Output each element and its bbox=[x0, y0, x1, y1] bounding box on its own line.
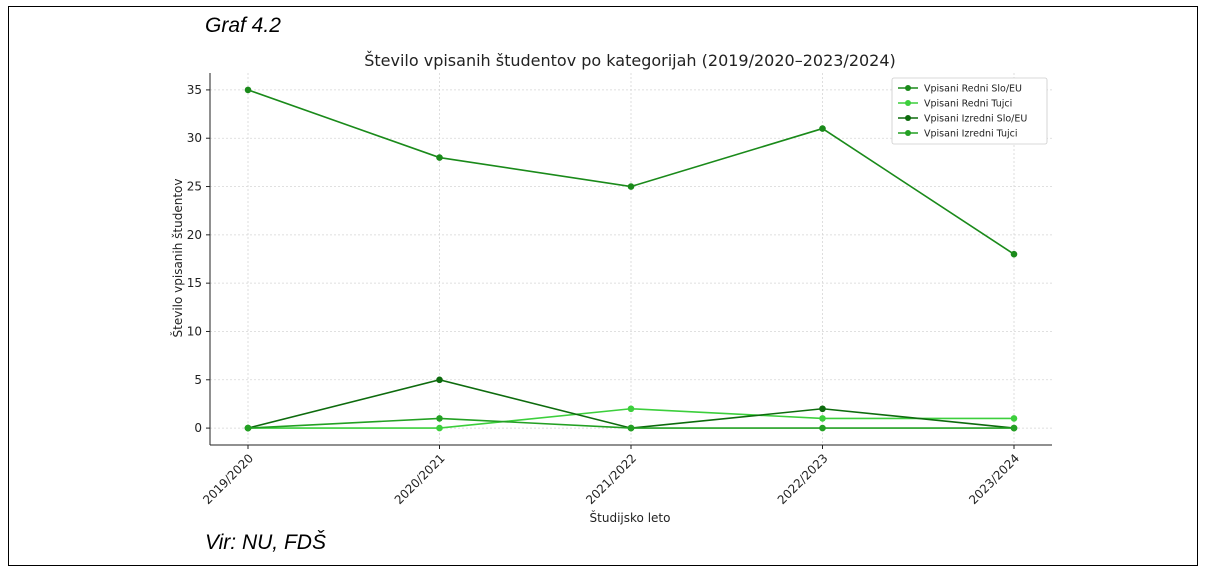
data-point bbox=[627, 424, 635, 432]
x-tick-label: 2022/2023 bbox=[775, 451, 831, 507]
data-point bbox=[244, 86, 252, 94]
y-axis-label: Število vpisanih študentov bbox=[170, 179, 185, 338]
legend-marker bbox=[905, 130, 911, 136]
y-ticks: 0 5 10 15 20 25 30 35 bbox=[187, 83, 210, 435]
data-point bbox=[1010, 250, 1018, 258]
x-axis-label: Študijsko leto bbox=[590, 510, 671, 525]
data-point bbox=[436, 424, 443, 432]
x-tick-label: 2020/2021 bbox=[392, 451, 448, 507]
figure-caption: Graf 4.2 bbox=[205, 14, 281, 37]
data-point bbox=[436, 376, 443, 384]
data-point bbox=[819, 415, 826, 422]
data-point bbox=[244, 424, 252, 432]
data-point bbox=[627, 183, 635, 190]
legend-label: Vpisani Izredni Slo/EU bbox=[924, 114, 1027, 125]
legend-label: Vpisani Izredni Tujci bbox=[924, 129, 1018, 140]
data-point bbox=[819, 125, 826, 132]
x-ticks: 2019/2020 2020/2021 2021/2022 2022/2023 2023… bbox=[200, 445, 1022, 507]
legend-box bbox=[891, 77, 1048, 145]
x-tick-label: 2021/2022 bbox=[583, 451, 639, 507]
legend-label: Vpisani Redni Slo/EU bbox=[924, 84, 1022, 95]
y-tick-label: 5 bbox=[194, 373, 202, 387]
data-point bbox=[819, 424, 826, 432]
data-point bbox=[819, 405, 826, 413]
series-line bbox=[247, 378, 1015, 429]
data-point bbox=[1010, 424, 1018, 432]
y-tick-label: 0 bbox=[194, 421, 202, 435]
legend-marker bbox=[905, 115, 911, 121]
legend-marker bbox=[905, 100, 911, 106]
x-tick-label: 2023/2024 bbox=[966, 451, 1022, 507]
data-point bbox=[436, 154, 443, 161]
x-tick-label: 2019/2020 bbox=[200, 451, 256, 507]
series-group bbox=[244, 86, 1018, 432]
y-tick-label: 25 bbox=[187, 180, 202, 194]
y-tick-label: 20 bbox=[187, 228, 202, 242]
legend: Vpisani Redni Slo/EU Vpisani Redni Tujci V… bbox=[891, 77, 1048, 145]
data-point bbox=[436, 415, 443, 422]
data-point bbox=[627, 405, 635, 413]
y-tick-label: 10 bbox=[187, 324, 202, 338]
chart-title: Število vpisanih študentov po kategorija… bbox=[364, 51, 896, 70]
legend-marker bbox=[905, 85, 911, 91]
y-tick-label: 15 bbox=[187, 276, 202, 290]
legend-label: Vpisani Redni Tujci bbox=[924, 99, 1012, 110]
y-tick-label: 30 bbox=[187, 131, 202, 145]
data-point bbox=[1010, 415, 1018, 422]
y-tick-label: 35 bbox=[187, 83, 202, 97]
source-caption: Vir: NU, FDŠ bbox=[205, 531, 326, 554]
